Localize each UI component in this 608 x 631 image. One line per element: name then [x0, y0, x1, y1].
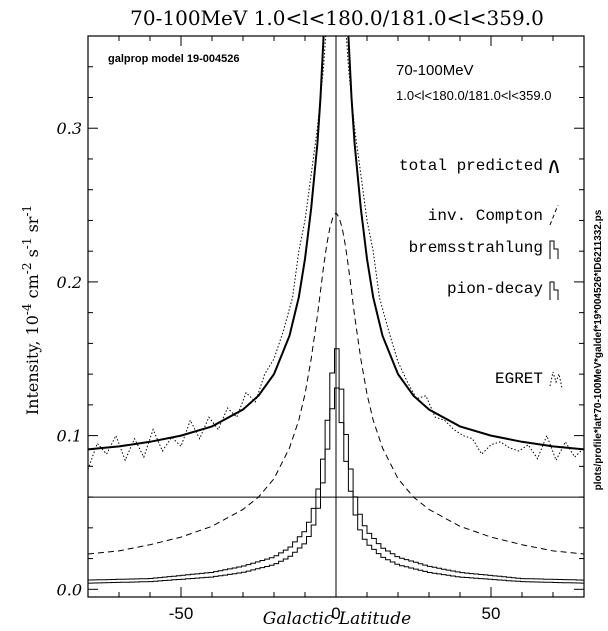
x-tick-label: 0 [331, 604, 340, 623]
y-axis-label-unit3: sr [23, 216, 42, 237]
y-axis-label-exp3: -1 [20, 238, 34, 250]
legend-swatch [549, 204, 559, 226]
y-axis-label-exp2: -2 [20, 263, 34, 275]
y-tick-label: 0.0 [57, 580, 82, 599]
legend-swatch [549, 371, 563, 389]
y-axis-label-unit1: cm [23, 274, 42, 303]
y-axis-label-exp1: -4 [20, 303, 34, 315]
info-energy-label: 70-100MeV [396, 62, 474, 79]
series-bremsstrahlung [88, 387, 584, 584]
y-axis-label-exp4: -1 [20, 205, 34, 217]
y-axis-label-main: Intensity, 10 [23, 315, 42, 415]
y-tick-label: 0.3 [57, 119, 82, 138]
y-axis-label-unit2: s [23, 249, 42, 262]
y-tick-label: 0.2 [57, 273, 82, 292]
y-tick-label: 0.1 [57, 427, 82, 446]
legend-label: pion-decay [447, 280, 543, 298]
x-axis-label: Galactic Latitude [263, 609, 411, 629]
x-tick-label: -50 [169, 604, 194, 623]
chart-title: 70-100MeV 1.0<l<180.0/181.0<l<359.0 [130, 6, 544, 30]
legend-swatch [549, 281, 559, 300]
legend-swatch [549, 160, 559, 174]
model-label: galprop model 19-004526 [108, 53, 239, 65]
series-inv-compton [88, 211, 584, 555]
series-total-predicted [88, 36, 584, 451]
plot-data-group [88, 36, 584, 597]
legend-swatch [549, 240, 559, 259]
series-egret [88, 36, 584, 470]
y-axis-label: Intensity, 10-4 cm-2 s-1 sr-1 [20, 205, 42, 415]
legend-label: bremsstrahlung [409, 239, 543, 257]
info-range-label: 1.0<l<180.0/181.0<l<359.0 [396, 88, 551, 103]
series-pion-decay [88, 348, 584, 581]
side-file-label: plots/profile*lat*70-100MeV*galdef*19*00… [593, 209, 604, 490]
legend-label: total predicted [399, 157, 543, 175]
x-tick-label: 50 [482, 604, 501, 623]
legend-label: inv. Compton [428, 207, 543, 225]
legend-label: EGRET [495, 370, 543, 388]
